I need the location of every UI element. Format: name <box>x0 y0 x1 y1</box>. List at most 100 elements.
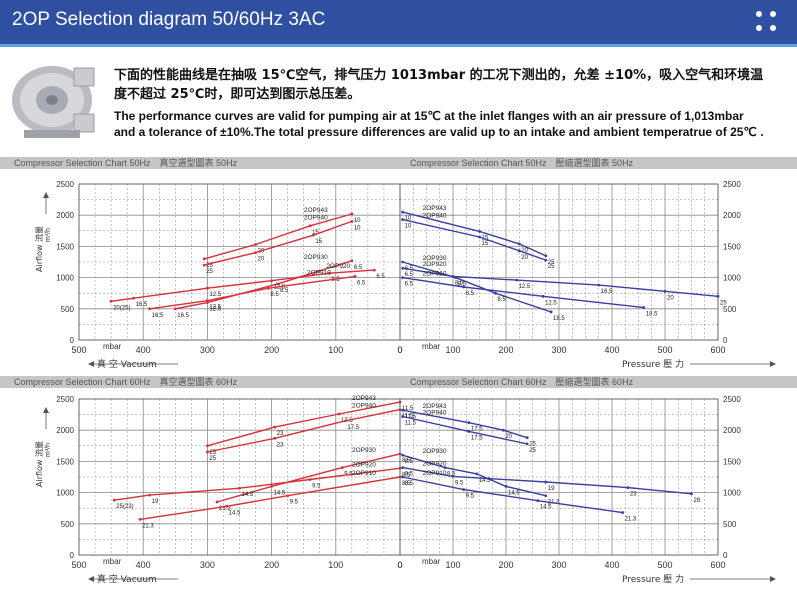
chart-3-data-label: 17.5 <box>471 435 483 441</box>
chart-0-data-label: 16.5 <box>177 313 189 319</box>
chart-2-data-label: 21.3 <box>219 506 231 512</box>
chart-0-series-2OP943-point <box>308 224 312 228</box>
chart-3-x-tick-label: 400 <box>604 560 619 570</box>
chart-2-series-2OP940-line <box>207 408 401 453</box>
chart-1-y-tick-label: 0 <box>723 336 728 345</box>
chart-1-series-name: 2OP920 <box>423 261 447 268</box>
chart-0-y-axis-arrowhead <box>43 192 49 198</box>
chart-1-data-label: 8.5 <box>455 280 464 286</box>
chart-0-series-2OP910-point <box>266 286 270 290</box>
chart-2-series-2OP930-point <box>270 484 273 488</box>
chart-1-series-2OP930-point <box>494 291 497 295</box>
chart-1-x-tick-label: 300 <box>551 345 566 355</box>
chart-3-series-name: 2OP940 <box>423 409 447 416</box>
chart-1-data-label: 20 <box>521 248 528 254</box>
chart-2-x-tick-label: 500 <box>71 560 86 570</box>
chart-1-data-label: 12.5 <box>519 284 531 290</box>
chart-3-x-axis-arrowhead <box>770 576 776 582</box>
chart-1-series-2OP940-point <box>544 258 548 262</box>
chart-2-x-tick-label: 100 <box>328 560 343 570</box>
chart-1-series-2OP943-point <box>544 254 548 258</box>
chart-1-data-label: 25 <box>548 260 555 266</box>
chart-2-x-tick-label: 300 <box>200 560 215 570</box>
chart-3-data-label: 9.5 <box>466 493 475 499</box>
chart-title-pressure-50hz: Compressor Selection Chart 50Hz 壓縮選型圖表 5… <box>410 158 634 168</box>
chart-0-series-2OP943-line <box>204 213 352 260</box>
chart-2-data-label: 8.5 <box>402 458 411 464</box>
chart-1-data-label: 18.5 <box>646 312 658 318</box>
chart-0-data-label: 20(25) <box>113 305 130 311</box>
chart-3-series-2OP920-line <box>402 466 692 495</box>
chart-3-series-2OP930-line <box>402 454 546 497</box>
chart-3-series-2OP930-point <box>504 484 508 488</box>
chart-2-data-label: 17.5 <box>347 425 359 431</box>
chart-3-data-label: 21.3 <box>625 517 637 523</box>
chart-3-data-label: 11.5 <box>405 420 417 426</box>
chart-1-x-tick-label: 400 <box>604 345 619 355</box>
chart-3-data-label: 19 <box>548 486 555 492</box>
chart-title-vacuum-50hz: Compressor Selection Chart 50Hz 真空選型圖表 5… <box>14 158 238 168</box>
chart-1-data-label: 20 <box>667 295 674 301</box>
chart-0-data-label: 16.5 <box>136 302 148 308</box>
chart-3-y-tick-label: 500 <box>723 520 737 529</box>
chart-1-x-tick-label: 500 <box>657 345 672 355</box>
chart-0-data-label: 8.5 <box>280 288 289 294</box>
chart-band-50hz: Compressor Selection Chart 50Hz 真空選型圖表 5… <box>0 157 797 169</box>
chart-0-data-label: 15 <box>312 230 319 236</box>
chart-2-y-tick-label: 1500 <box>56 457 74 466</box>
chart-2-series-name: 2OP910 <box>352 470 376 477</box>
chart-2-series-2OP930-line <box>216 453 401 503</box>
chart-0-series-2OP930-point <box>206 301 209 304</box>
chart-0-x-axis-arrowhead <box>88 361 94 367</box>
chart-2-x-axis-label: 真 空 Vacuum <box>97 573 157 585</box>
chart-0-series-2OP920-point <box>372 268 376 272</box>
chart-2-data-label: 14.5 <box>229 510 241 516</box>
chart-3-data-label: 14.5 <box>540 505 552 511</box>
chart-3-data-label: 8.5 <box>405 459 414 465</box>
chart-3-series-2OP943-point <box>525 436 529 440</box>
chart-0-series-2OP920-point <box>109 299 113 303</box>
chart-1-series-2OP943-point <box>517 242 521 246</box>
chart-3-y-tick-label: 2000 <box>723 426 741 435</box>
chart-2-series-2OP910-line <box>139 476 401 521</box>
chart-0-series-2OP930-point <box>173 307 177 311</box>
grid-dots-icon[interactable] <box>754 9 780 35</box>
chart-0-y-tick-label: 500 <box>61 305 75 314</box>
chart-2-data-label: 9.5 <box>344 472 353 478</box>
chart-3-data-label: 17.5 <box>471 427 483 433</box>
chart-3-series-2OP920-point <box>451 474 455 478</box>
chart-1-series-2OP943-point <box>478 230 481 233</box>
chart-1-series-2OP910-point <box>642 306 646 309</box>
chart-0-series-2OP920-line <box>111 269 375 302</box>
chart-3-data-label: 9.5 <box>455 480 464 486</box>
chart-1-data-label: 10 <box>405 216 412 222</box>
chart-2-data-label: 11.5 <box>402 414 414 420</box>
chart-2-series-2OP910-point <box>398 475 402 479</box>
chart-3-series-2OP943-point <box>501 428 505 432</box>
chart-0-data-label: 20 <box>258 249 265 255</box>
chart-1-x-tick-label: 0 <box>397 345 402 355</box>
chart-2-x-tick-label: 200 <box>264 560 279 570</box>
chart-2-y-tick-label: 500 <box>61 520 75 529</box>
chart-3-series-2OP940-point <box>525 442 529 446</box>
chart-0-x-tick-label: 200 <box>264 345 279 355</box>
chart-0-series-2OP930-point <box>276 282 280 286</box>
chart-3-series-name: 2OP920 <box>423 461 447 468</box>
chart-band-60hz: Compressor Selection Chart 60Hz 真空選型圖表 6… <box>0 376 797 388</box>
chart-1-data-label: 20 <box>521 255 528 261</box>
chart-2-series-2OP920-point <box>112 498 116 502</box>
chart-0-series-2OP943-point <box>350 212 354 216</box>
chart-0-series-2OP910-point <box>148 307 152 311</box>
chart-3-y-tick-label: 0 <box>723 551 728 560</box>
chart-0-series-2OP940-point <box>311 233 315 237</box>
chart-3-x-tick-label: 500 <box>657 560 672 570</box>
chart-3-series-2OP910-point <box>621 511 624 514</box>
chart-3-data-label: 25 <box>529 442 536 448</box>
chart-0-data-label: 8.5 <box>270 292 279 298</box>
chart-0-data-label: 10 <box>354 225 361 231</box>
chart-1-series-2OP910-point <box>541 294 545 298</box>
chart-3-series-name: 2OP910 <box>423 470 447 477</box>
chart-2-y-axis-label: Airflow 流量 <box>34 441 44 487</box>
chart-2-data-label: 25 <box>209 456 216 462</box>
chart-0-series-2OP943-point <box>254 243 257 246</box>
